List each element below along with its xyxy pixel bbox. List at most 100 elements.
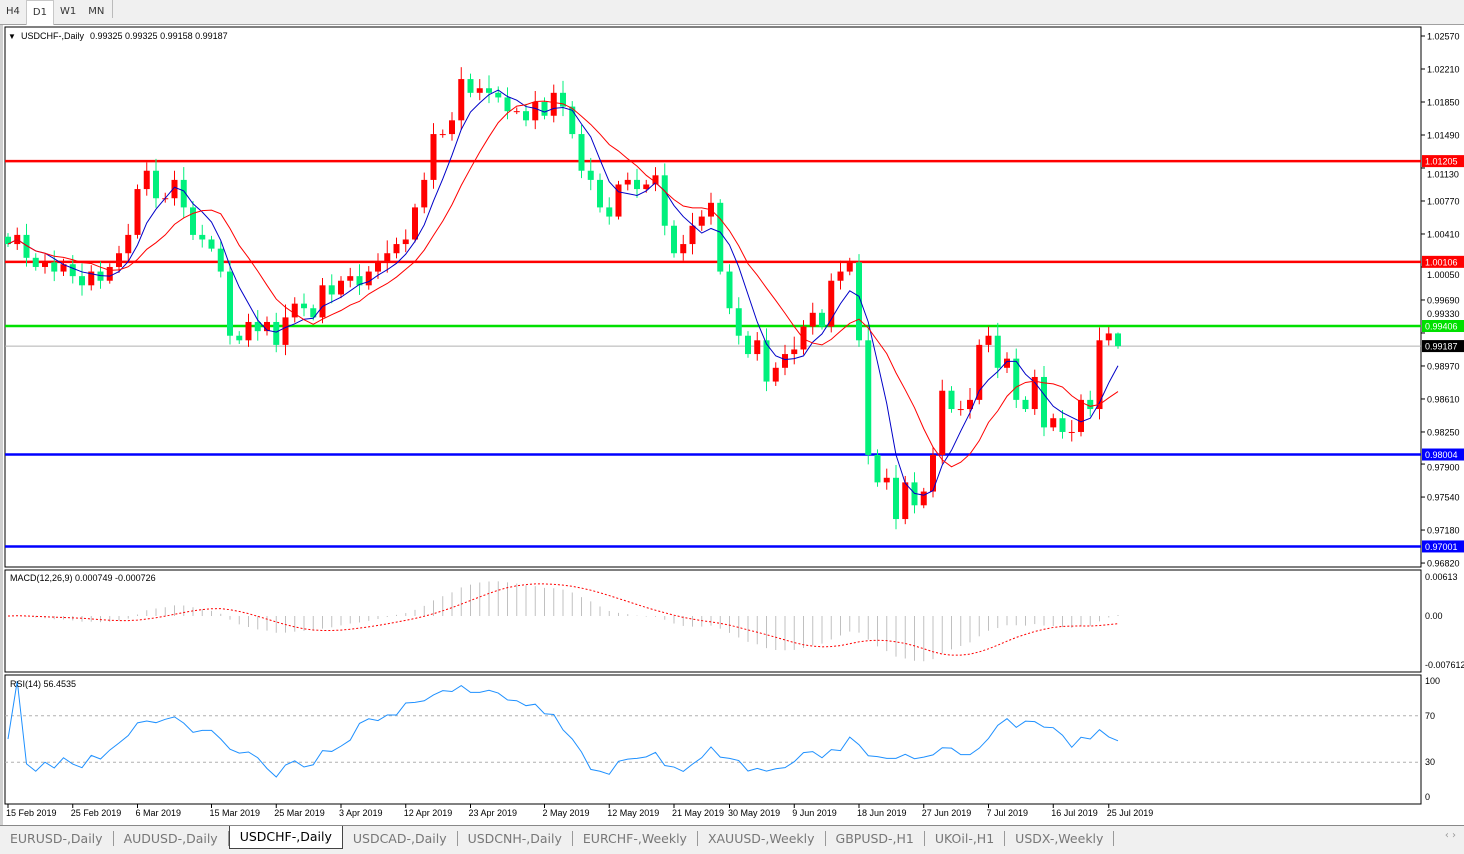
tab-usdcnh[interactable]: USDCNH-,Daily — [458, 831, 573, 846]
level-price-tag — [1422, 155, 1464, 168]
rsi-axis-label: 100 — [1425, 676, 1440, 686]
candle-body — [439, 134, 446, 136]
candle-body — [282, 317, 289, 345]
tab-scroll-arrows[interactable]: ‹ › — [1444, 830, 1456, 841]
candle-body — [116, 253, 122, 267]
candle-body — [106, 266, 113, 281]
tab-gbpusd[interactable]: GBPUSD-,H1 — [826, 831, 925, 846]
candle-body — [680, 244, 687, 254]
rsi-label: RSI(14) 56.4535 — [10, 679, 76, 689]
macd-axis-label: 0.00 — [1425, 611, 1443, 621]
candle-body — [976, 344, 983, 400]
candle-body — [467, 79, 474, 93]
timeframe-h4[interactable]: H4 — [6, 6, 20, 17]
candle-body — [486, 88, 492, 93]
candle-body — [310, 308, 317, 318]
tab-usdchf[interactable]: USDCHF-,Daily — [228, 825, 343, 849]
candle-body — [865, 340, 872, 455]
candle-body — [726, 271, 733, 309]
rsi-line — [7, 680, 1119, 778]
level-price-tag — [1422, 540, 1464, 553]
price-axis-label: 0.97540 — [1427, 493, 1460, 503]
date-axis-label: 25 Jul 2019 — [1107, 808, 1154, 818]
date-axis-label: 23 Apr 2019 — [469, 808, 518, 818]
candle-body — [69, 264, 76, 277]
candle-body — [1031, 376, 1038, 410]
tab-eurchf[interactable]: EURCHF-,Weekly — [573, 831, 698, 846]
level-price-tag — [1422, 448, 1464, 461]
level-price-label: 1.01205 — [1425, 157, 1458, 167]
timeframe-w1[interactable]: W1 — [59, 6, 77, 17]
candle-body — [236, 335, 243, 341]
candle-body — [449, 120, 455, 135]
tab-xauusd[interactable]: XAUUSD-,Weekly — [698, 831, 826, 846]
date-axis-label: 6 Mar 2019 — [136, 808, 182, 818]
candle-body — [291, 303, 298, 318]
date-axis-label: 21 May 2019 — [672, 808, 724, 818]
candle-body — [153, 170, 159, 199]
chart-background — [0, 25, 1464, 825]
tab-eurusd[interactable]: EURUSD-,Daily — [0, 831, 114, 846]
tab-ukoil[interactable]: UKOil-,H1 — [925, 831, 1006, 846]
candle-body — [42, 262, 48, 267]
candle-body — [883, 477, 890, 483]
toolbar-divider — [112, 0, 114, 18]
candle-body — [319, 285, 326, 318]
date-axis-label: 9 Jun 2019 — [792, 808, 837, 818]
candle-body — [1087, 399, 1094, 410]
candle-body — [652, 175, 659, 185]
timeframe-mn[interactable]: MN — [88, 6, 105, 17]
price-axis-label: 1.02570 — [1427, 32, 1460, 42]
candle-body — [560, 92, 566, 107]
candle-body — [208, 239, 215, 249]
candle-body — [504, 97, 511, 112]
candle-body — [375, 262, 381, 272]
candle-body — [782, 354, 788, 368]
candle-body — [597, 179, 603, 208]
tab-usdcad[interactable]: USDCAD-,Daily — [343, 831, 458, 846]
candle-body — [402, 239, 409, 245]
candle-body — [301, 303, 307, 309]
candle-body — [624, 179, 631, 185]
timeframe-d1[interactable]: D1 — [25, 0, 54, 25]
candle-body — [356, 276, 363, 286]
date-axis-label: 16 Jul 2019 — [1051, 808, 1098, 818]
candle-body — [948, 390, 955, 410]
candle-body — [874, 454, 881, 483]
chart-window[interactable]: 1.02570 1.02210 1.01850 1.01490 1.01130 1.007… — [0, 25, 1464, 825]
candle-body — [88, 271, 95, 286]
candle-body — [809, 312, 816, 327]
date-axis-label: 15 Mar 2019 — [210, 808, 261, 818]
macd-signal-line — [7, 583, 1119, 656]
date-axis-label: 12 Apr 2019 — [404, 808, 453, 818]
candle-body — [745, 335, 751, 355]
candle-body — [1068, 431, 1075, 433]
candle-body — [994, 335, 1001, 368]
candle-body — [671, 225, 677, 254]
candle-body — [51, 262, 58, 272]
candle-body — [495, 92, 502, 98]
current-price-label: 0.99187 — [1425, 342, 1458, 352]
candle-body — [578, 134, 585, 171]
macd-pane-frame — [4, 569, 1422, 673]
candle-body — [837, 271, 844, 281]
price-axis-label: 0.99330 — [1427, 309, 1460, 319]
macd-axis-label: -0.007612 — [1425, 660, 1464, 670]
level-price-label: 0.98004 — [1425, 450, 1458, 460]
candle-body — [421, 179, 428, 208]
ma-fast-line — [7, 89, 1119, 496]
tab-usdx[interactable]: USDX-,Weekly — [1005, 831, 1115, 846]
price-axis-label: 1.01490 — [1427, 130, 1460, 140]
candle-body — [384, 253, 391, 263]
price-axis-label: 0.98610 — [1427, 394, 1460, 404]
candle-body — [1041, 376, 1047, 428]
candle-body — [1050, 418, 1057, 428]
tab-audusd[interactable]: AUDUSD-,Daily — [114, 831, 229, 846]
candle-body — [791, 349, 798, 355]
symbol-label: USDCHF-,Daily — [21, 31, 85, 41]
candle-body — [1078, 399, 1084, 432]
candle-body — [939, 390, 946, 455]
price-axis-label: 0.96820 — [1427, 559, 1460, 569]
candle-body — [763, 340, 770, 382]
candle-body — [199, 234, 206, 240]
